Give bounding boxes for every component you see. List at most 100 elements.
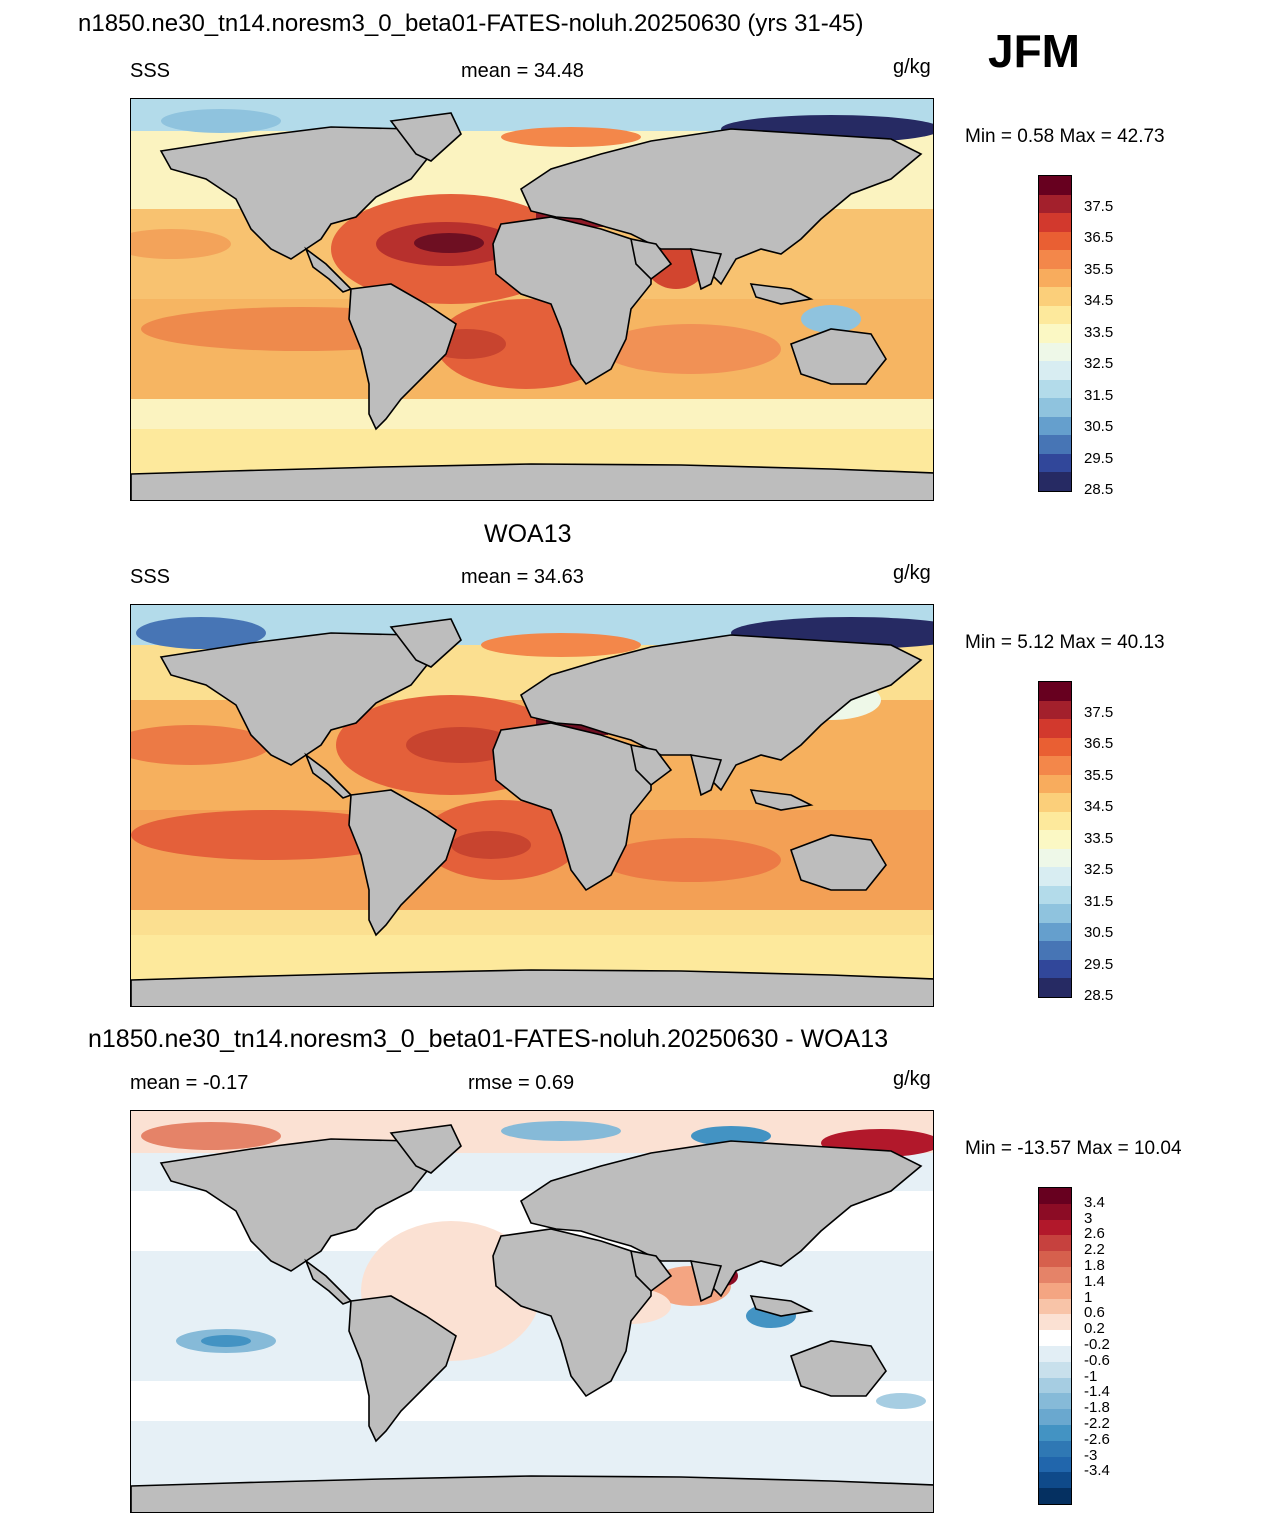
colorbar-tick-label: 3 xyxy=(1084,1209,1093,1227)
colorbar-cell xyxy=(1039,398,1071,418)
colorbar-tick-label: 31.5 xyxy=(1084,892,1114,910)
colorbar-tick-label: -1.8 xyxy=(1084,1399,1110,1417)
panel-diff-mean-label: mean = -0.17 xyxy=(130,1072,249,1094)
land-mask xyxy=(131,618,933,1006)
colorbar-tick-label: 2.2 xyxy=(1084,1241,1105,1259)
colorbar-cell xyxy=(1039,1251,1071,1268)
panel-obs-title: WOA13 xyxy=(484,520,572,548)
colorbar-cell xyxy=(1039,1267,1071,1284)
panel-obs-units-label: g/kg xyxy=(893,562,931,584)
colorbar-cell xyxy=(1039,1298,1071,1315)
colorbar-tick-label: 28.5 xyxy=(1084,481,1114,498)
colorbar-cell xyxy=(1039,1472,1071,1489)
colorbar-difference xyxy=(1038,1187,1072,1505)
colorbar-cell xyxy=(1039,1361,1071,1379)
colorbar-cell xyxy=(1039,1440,1071,1458)
colorbar-cell xyxy=(1039,250,1071,270)
panel-model-variable-label: SSS xyxy=(130,60,171,82)
colorbar-cell xyxy=(1039,719,1071,739)
colorbar-obs xyxy=(1038,681,1072,998)
colorbar-tick-label: 3.4 xyxy=(1084,1193,1105,1211)
colorbar-tick-label: 31.5 xyxy=(1084,386,1114,404)
colorbar-tick-label: 0.6 xyxy=(1084,1304,1105,1322)
colorbar-tick-label: 2.6 xyxy=(1084,1225,1105,1243)
colorbar-tick-label: -3.4 xyxy=(1084,1462,1110,1480)
colorbar-cell xyxy=(1039,1203,1071,1221)
colorbar-tick-label: 32.5 xyxy=(1084,861,1114,878)
colorbar-tick-label: -1 xyxy=(1084,1367,1098,1385)
colorbar-tick-label: 36.5 xyxy=(1084,229,1114,246)
panel-model-mean-label: mean = 34.48 xyxy=(461,60,584,82)
colorbar-cell xyxy=(1039,793,1071,813)
colorbar-cell xyxy=(1039,305,1071,325)
colorbar-cell xyxy=(1039,379,1071,399)
difference-field xyxy=(131,1111,933,1512)
colorbar-tick-label: 32.5 xyxy=(1084,355,1114,372)
colorbar-tick-label: 29.5 xyxy=(1084,449,1114,467)
colorbar-tick-label: 37.5 xyxy=(1084,197,1114,215)
colorbar-cell xyxy=(1039,1456,1071,1473)
colorbar-cell xyxy=(1039,1235,1071,1252)
colorbar-tick-label: -2.6 xyxy=(1084,1430,1110,1448)
colorbar-cell xyxy=(1039,1330,1071,1347)
colorbar-cell xyxy=(1039,268,1071,288)
colorbar-cell xyxy=(1039,342,1071,362)
colorbar-cell xyxy=(1039,941,1071,961)
colorbar-cell xyxy=(1039,176,1071,196)
colorbar-tick-label: 35.5 xyxy=(1084,766,1114,784)
land-mask xyxy=(131,1124,933,1512)
colorbar-cell xyxy=(1039,922,1071,942)
colorbar-tick-label: -2.2 xyxy=(1084,1415,1110,1432)
colorbar-tick-label: 37.5 xyxy=(1084,703,1114,721)
colorbar-cell xyxy=(1039,848,1071,868)
colorbar-cell xyxy=(1039,416,1071,436)
colorbar-cell xyxy=(1039,194,1071,214)
colorbar-tick-label: -0.6 xyxy=(1084,1351,1110,1369)
panel-model-units-label: g/kg xyxy=(893,56,931,78)
colorbar-tick-label: 0.2 xyxy=(1084,1320,1105,1338)
colorbar-cell xyxy=(1039,682,1071,702)
colorbar-cell xyxy=(1039,1488,1071,1505)
panel-model-minmax: Min = 0.58 Max = 42.73 xyxy=(965,126,1165,147)
colorbar-cell xyxy=(1039,435,1071,455)
colorbar-cell xyxy=(1039,1393,1071,1410)
panel-obs-map xyxy=(130,604,934,1007)
panel-diff-title: n1850.ne30_tn14.noresm3_0_beta01-FATES-n… xyxy=(88,1025,889,1053)
colorbar-cell xyxy=(1039,978,1071,998)
panel-obs-minmax: Min = 5.12 Max = 40.13 xyxy=(965,632,1165,653)
colorbar-tick-label: 33.5 xyxy=(1084,323,1114,341)
colorbar-cell xyxy=(1039,231,1071,251)
colorbar-cell xyxy=(1039,885,1071,905)
colorbar-model xyxy=(1038,175,1072,492)
colorbar-cell xyxy=(1039,756,1071,776)
colorbar-cell xyxy=(1039,1188,1071,1205)
colorbar-cell xyxy=(1039,1409,1071,1426)
panel-model-map xyxy=(130,98,934,501)
colorbar-tick-label: 28.5 xyxy=(1084,987,1114,1004)
colorbar-cell xyxy=(1039,811,1071,831)
land-mask xyxy=(131,112,933,500)
colorbar-cell xyxy=(1039,700,1071,720)
colorbar-tick-label: 36.5 xyxy=(1084,735,1114,752)
colorbar-cell xyxy=(1039,1282,1071,1300)
colorbar-tick-label: 1.8 xyxy=(1084,1257,1105,1274)
colorbar-tick-label: 30.5 xyxy=(1084,924,1114,941)
colorbar-tick-label: -0.2 xyxy=(1084,1336,1110,1353)
colorbar-cell xyxy=(1039,1314,1071,1331)
colorbar-cell xyxy=(1039,287,1071,307)
colorbar-cell xyxy=(1039,1346,1071,1363)
colorbar-tick-label: 34.5 xyxy=(1084,798,1114,815)
colorbar-cell xyxy=(1039,830,1071,850)
colorbar-cell xyxy=(1039,867,1071,887)
obs-salinity-field xyxy=(131,605,933,1006)
colorbar-cell xyxy=(1039,453,1071,473)
colorbar-cell xyxy=(1039,1377,1071,1394)
colorbar-cell xyxy=(1039,361,1071,381)
season-label: JFM xyxy=(988,25,1080,77)
colorbar-cell xyxy=(1039,1219,1071,1236)
panel-diff-map xyxy=(130,1110,934,1513)
colorbar-tick-label: -3 xyxy=(1084,1446,1098,1464)
colorbar-tick-label: 35.5 xyxy=(1084,260,1114,278)
colorbar-tick-label: 1 xyxy=(1084,1288,1093,1306)
panel-diff-rmse-label: rmse = 0.69 xyxy=(468,1072,575,1094)
